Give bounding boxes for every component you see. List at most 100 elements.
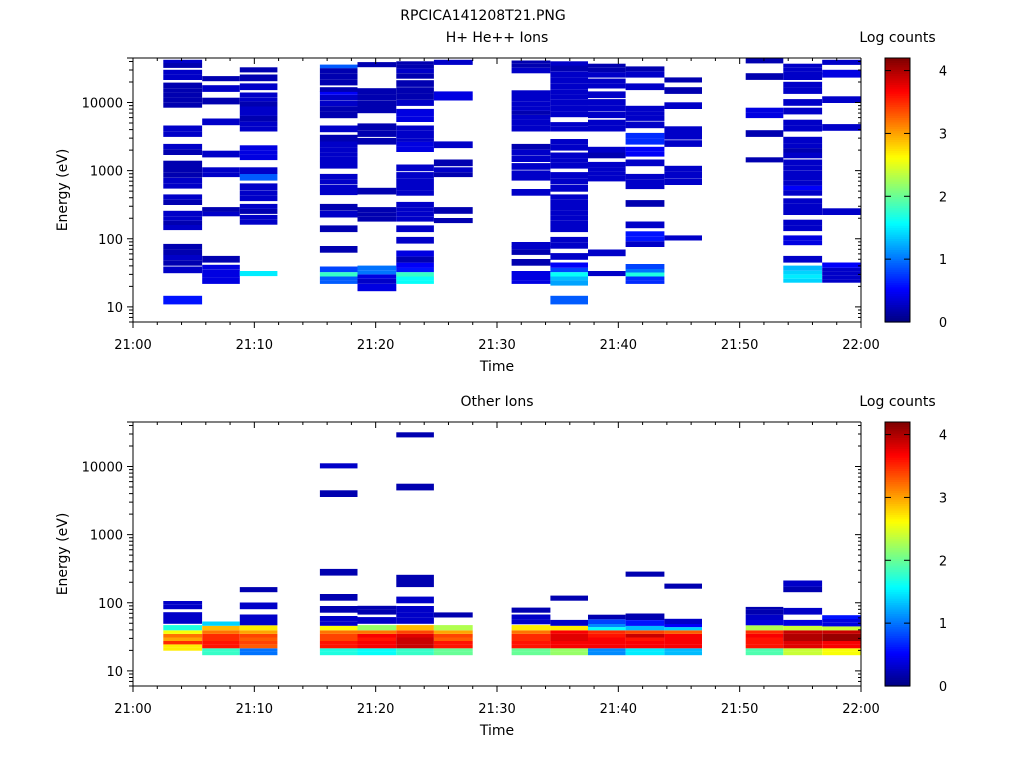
heatmap-cell bbox=[357, 212, 397, 217]
colorbar-segment bbox=[885, 201, 910, 204]
colorbar-segment bbox=[885, 602, 910, 606]
x-tick-label: 21:30 bbox=[478, 338, 515, 353]
colorbar-segment bbox=[885, 540, 910, 544]
colorbar-segment bbox=[885, 247, 910, 250]
heatmap-cell bbox=[783, 583, 823, 587]
heatmap-cell bbox=[822, 615, 861, 619]
heatmap-cell bbox=[783, 125, 823, 132]
heatmap-cell bbox=[163, 143, 203, 150]
heatmap-cell bbox=[357, 94, 397, 101]
colorbar-segment bbox=[885, 62, 910, 66]
heatmap-cell bbox=[625, 241, 665, 247]
heatmap-cell bbox=[588, 271, 626, 277]
colorbar-tick-label: 4 bbox=[939, 429, 947, 444]
heatmap-cell bbox=[396, 280, 434, 284]
heatmap-cell bbox=[625, 151, 665, 157]
colorbar-segment bbox=[885, 304, 910, 308]
heatmap-cell bbox=[319, 621, 358, 626]
y-axis-label: Energy (eV) bbox=[55, 149, 71, 232]
heatmap-cell bbox=[396, 207, 434, 212]
heatmap-cell bbox=[511, 648, 551, 652]
heatmap-cell bbox=[511, 101, 551, 107]
heatmap-cell bbox=[319, 616, 358, 622]
heatmap-cell bbox=[822, 633, 861, 638]
heatmap-cell bbox=[550, 595, 588, 601]
colorbar-segment bbox=[885, 291, 910, 294]
heatmap-cell bbox=[550, 111, 588, 118]
heatmap-cell bbox=[745, 630, 784, 634]
colorbar-segment bbox=[885, 273, 910, 277]
heatmap-cell bbox=[550, 210, 588, 216]
heatmap-cell bbox=[511, 633, 551, 638]
heatmap-cell bbox=[433, 91, 473, 97]
colorbar-segment bbox=[885, 187, 910, 191]
heatmap-cell bbox=[783, 648, 823, 652]
heatmap-cell bbox=[357, 283, 397, 288]
heatmap-cell bbox=[319, 91, 358, 95]
heatmap-cell bbox=[783, 278, 823, 283]
colorbar-segment bbox=[885, 633, 910, 636]
heatmap-cell bbox=[625, 236, 665, 242]
heatmap-cell bbox=[625, 200, 665, 207]
colorbar-segment bbox=[885, 148, 910, 151]
heatmap-cell bbox=[588, 641, 626, 645]
colorbar-segment bbox=[885, 659, 910, 663]
colorbar-segment bbox=[885, 512, 910, 515]
heatmap-cell bbox=[319, 125, 358, 133]
colorbar-tick-label: 3 bbox=[939, 491, 947, 506]
figure-title: RPCICA141208T21.PNG bbox=[400, 8, 565, 24]
heatmap-cell bbox=[396, 125, 434, 131]
heatmap-cell bbox=[783, 235, 823, 241]
heatmap-cell bbox=[783, 586, 823, 593]
colorbar-segment bbox=[885, 282, 910, 286]
heatmap-cell bbox=[783, 71, 823, 76]
colorbar-segment bbox=[885, 428, 910, 432]
colorbar-segment bbox=[885, 71, 910, 74]
colorbar-segment bbox=[885, 494, 910, 498]
colorbar-segment bbox=[885, 532, 910, 535]
heatmap-cell bbox=[822, 267, 861, 272]
colorbar-tick-label: 0 bbox=[939, 680, 947, 695]
heatmap-cell bbox=[783, 265, 823, 271]
colorbar-segment bbox=[885, 514, 910, 518]
heatmap-cell bbox=[783, 63, 823, 68]
heatmap-cell bbox=[396, 73, 434, 79]
heatmap-cell bbox=[783, 651, 823, 656]
colorbar-segment bbox=[885, 253, 910, 257]
colorbar-segment bbox=[885, 251, 910, 255]
heatmap-cell bbox=[239, 83, 278, 91]
heatmap-cell bbox=[396, 99, 434, 106]
colorbar-segment bbox=[885, 664, 910, 667]
heatmap-cell bbox=[319, 156, 358, 162]
heatmap-cell bbox=[433, 95, 473, 101]
colorbar-segment bbox=[885, 580, 910, 584]
x-tick-label: 21:40 bbox=[600, 702, 637, 717]
heatmap-cell bbox=[783, 619, 823, 626]
colorbar-segment bbox=[885, 642, 910, 645]
heatmap-cell bbox=[357, 637, 397, 641]
heatmap-cell bbox=[783, 136, 823, 144]
colorbar-segment bbox=[885, 214, 910, 217]
heatmap-cell bbox=[664, 648, 702, 652]
heatmap-cell bbox=[357, 630, 397, 634]
heatmap-cell bbox=[625, 115, 665, 121]
heatmap-cell bbox=[783, 107, 823, 115]
colorbar-segment bbox=[885, 91, 910, 94]
heatmap-cell bbox=[433, 633, 473, 638]
heatmap-cell bbox=[511, 90, 551, 96]
colorbar-segment bbox=[885, 615, 910, 619]
heatmap-cell bbox=[550, 267, 588, 273]
heatmap-cell bbox=[202, 97, 240, 105]
colorbar-segment bbox=[885, 66, 910, 70]
heatmap-cell bbox=[319, 225, 358, 233]
heatmap-cell bbox=[396, 190, 434, 196]
colorbar-segment bbox=[885, 459, 910, 463]
heatmap-cell bbox=[822, 651, 861, 656]
y-tick-label: 10000 bbox=[82, 97, 123, 112]
y-axis-label: Energy (eV) bbox=[55, 513, 71, 596]
y-tick-label: 10 bbox=[106, 665, 123, 680]
heatmap-cell bbox=[625, 620, 665, 626]
heatmap-cell bbox=[588, 119, 626, 126]
heatmap-cell bbox=[163, 630, 203, 634]
heatmap-cell bbox=[783, 152, 823, 159]
